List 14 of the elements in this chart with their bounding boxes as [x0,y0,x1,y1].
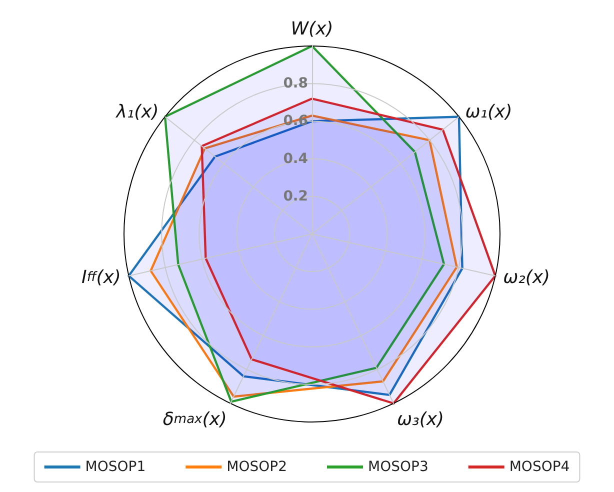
spoke-label: ω₃(x) [397,409,444,430]
spoke-label: ω₁(x) [465,101,512,122]
legend-label: MOSOP1 [85,459,146,475]
legend-label: MOSOP4 [509,459,570,475]
legend-label: MOSOP2 [226,459,288,475]
spoke-label: W(x) [290,18,334,40]
spoke-label: Iff(x) [82,267,121,288]
spoke-label: δmax(x) [162,409,227,430]
y-tick-label: 0.2 [283,188,308,204]
y-tick-label: 0.4 [283,150,308,167]
y-tick-label: 0.8 [283,76,308,92]
spoke-label: ω₂(x) [503,267,550,288]
legend-label: MOSOP3 [368,459,428,475]
spoke-label: λ₁(x) [115,101,159,122]
